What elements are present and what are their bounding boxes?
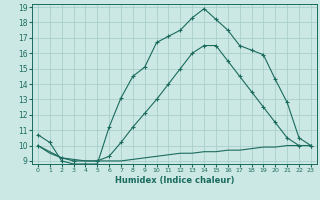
X-axis label: Humidex (Indice chaleur): Humidex (Indice chaleur) [115,176,234,185]
